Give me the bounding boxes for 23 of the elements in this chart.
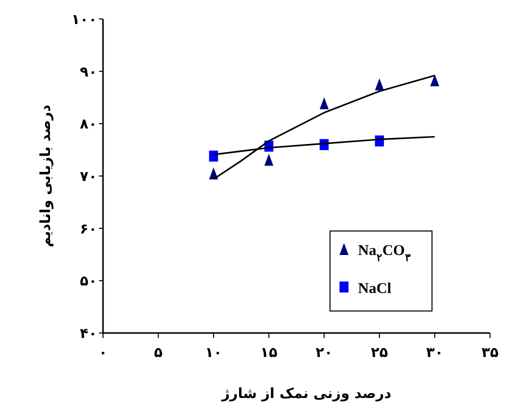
y-tick-label: ۱۰۰ [71, 12, 97, 28]
point [320, 97, 329, 110]
point [264, 154, 274, 166]
point [374, 78, 384, 90]
y-tick-label: ۵۰ [80, 274, 97, 290]
legend-label: NaCl [358, 281, 392, 297]
x-tick-label: ۵ [154, 345, 164, 361]
x-tick-label: ۳۵ [481, 345, 499, 361]
x-tick-label: ۲۰ [316, 345, 333, 361]
x-axis-title: درصد وزنی نمک از شارژ [220, 386, 392, 402]
point [209, 150, 218, 162]
x-tick-label: ۳۰ [426, 345, 444, 361]
y-tick-label: ۹۰ [80, 64, 97, 80]
y-tick-label: ۷۰ [80, 169, 97, 185]
x-tick-label: ۱۵ [260, 345, 278, 361]
x-tick-label: ۱۰ [205, 345, 222, 361]
y-axis-title: درصد بازیابی وانادیم [38, 104, 54, 248]
point [430, 74, 440, 86]
y-tick-label: ۶۰ [80, 221, 97, 238]
y-tick-label: ۴۰ [80, 326, 97, 342]
x-tick-label: ۰ [98, 345, 108, 361]
x-tick-label: ۲۵ [370, 345, 388, 361]
y-tick-label: ۸۰ [80, 116, 97, 133]
